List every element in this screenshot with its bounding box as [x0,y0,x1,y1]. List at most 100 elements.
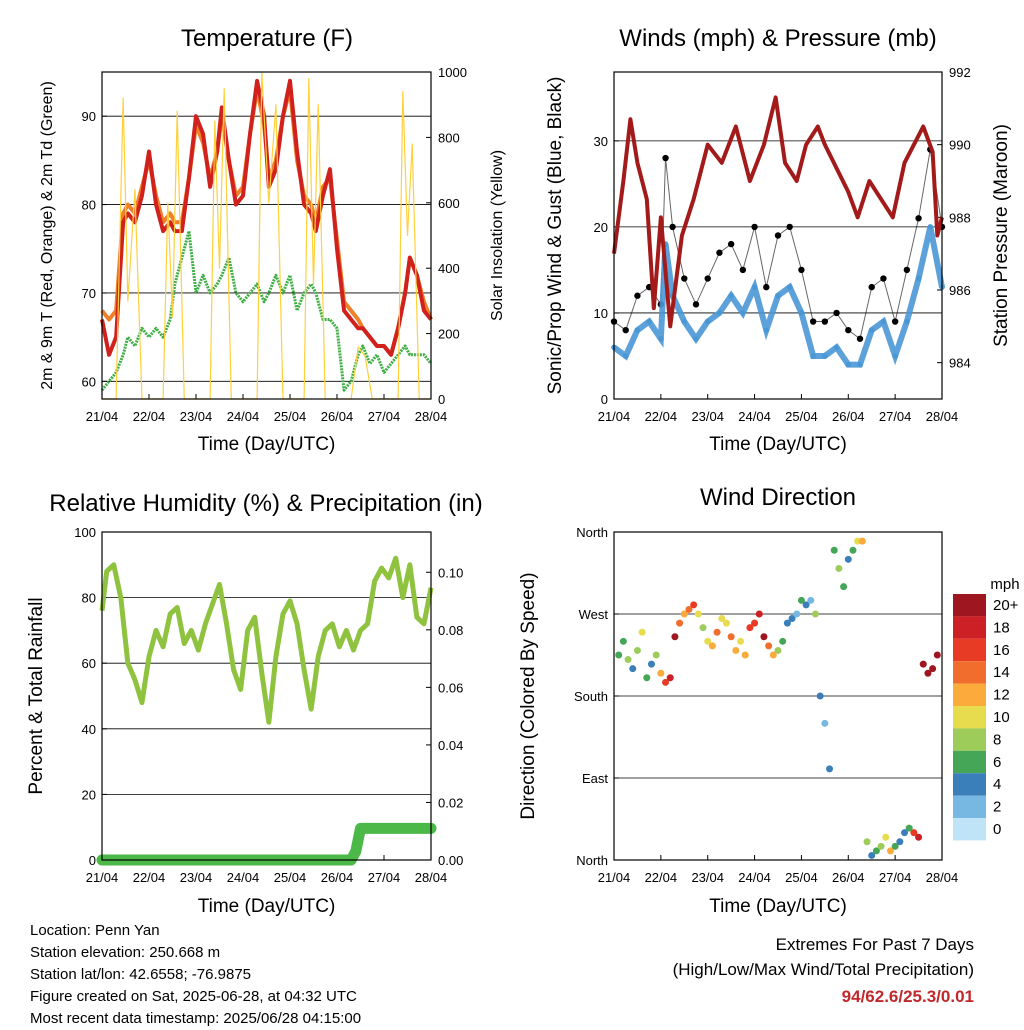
direction-point [769,651,777,659]
direction-point [699,624,707,632]
x-tick-label: 22/04 [645,409,678,424]
direction-point [868,851,876,859]
direction-point [708,642,716,650]
x-axis-label: Time (Day/UTC) [709,896,847,917]
legend-swatch [953,728,986,751]
x-tick-label: 28/04 [415,870,448,885]
direction-point [788,615,796,623]
extremes-values: 94/62.6/25.3/0.01 [841,987,974,1006]
legend-label: 8 [993,731,1001,748]
station-latlon: Station lat/lon: 42.6558; -76.9875 [30,966,252,983]
speed-legend: mph 20+ 18 16 14 12 10 8 6 4 2 0 [953,576,1020,841]
y-tick-label: South [574,689,608,704]
y-tick-label-right: 400 [438,261,460,276]
y-tick-label: North [576,853,608,868]
x-axis-label: Time (Day/UTC) [198,434,336,455]
station-elevation: Station elevation: 250.668 m [30,944,221,961]
legend-swatch [953,683,986,706]
x-tick-label: 27/04 [368,870,401,885]
direction-point [615,651,623,659]
x-tick-label: 28/04 [926,409,959,424]
y-tick-label-right: 988 [949,210,971,225]
y-tick-label: 40 [82,722,96,737]
x-axis-label: Time (Day/UTC) [198,896,336,917]
direction-point [919,660,927,668]
x-tick-label: 26/04 [321,409,354,424]
y-tick-label: 10 [594,306,608,321]
y-tick-label: 30 [594,134,608,149]
direction-point [690,601,698,609]
x-tick-label: 24/04 [227,409,260,424]
direction-point [713,628,721,636]
direction-point [741,651,749,659]
plot-frame [101,531,432,861]
series-line-4 [102,71,431,400]
y-axis-label: 2m & 9m T (Red, Orange) & 2m Td (Green) [39,81,56,390]
direction-point [891,842,899,850]
y-tick-label: 80 [82,198,96,213]
y-tick-label-right: 986 [949,283,971,298]
y-axis-label-right: Station Pressure (Maroon) [991,124,1012,347]
x-tick-label: 25/04 [274,409,307,424]
direction-point [797,596,805,604]
y-axis-label: Direction (Colored By Speed) [518,572,539,819]
y-tick-label-right: 0 [438,392,445,407]
direction-point [816,692,824,700]
direction-point [680,610,688,618]
direction-point [722,619,730,627]
y-tick-label-right: 984 [949,356,971,371]
direction-point [896,838,904,846]
direction-point [676,619,684,627]
y-tick-label: West [579,607,609,622]
direction-point [643,674,651,682]
direction-point [779,637,787,645]
plot-frame [613,531,943,861]
x-tick-label: 24/04 [227,870,260,885]
direction-point [624,656,632,664]
y-tick-label: East [582,771,608,786]
legend-swatch [953,661,986,684]
direction-point [666,674,674,682]
legend-swatch [953,818,986,841]
x-tick-label: 22/04 [133,409,166,424]
direction-point [886,847,894,855]
x-tick-label: 22/04 [133,870,166,885]
legend-swatch [953,638,986,662]
direction-point [704,637,712,645]
direction-point [844,555,852,563]
x-tick-label: 21/04 [86,409,119,424]
legend-label: 18 [993,619,1010,636]
direction-point [718,615,726,623]
series-line-2 [100,78,433,357]
direction-point [751,619,759,627]
y-tick-label: 0 [601,392,608,407]
direction-point [811,610,819,618]
direction-point [901,829,909,837]
direction-point [671,633,679,641]
legend-swatch [953,616,986,639]
x-tick-label: 27/04 [879,409,912,424]
figure-created: Figure created on Sat, 2025-06-28, at 04… [30,988,357,1005]
y-tick-label: 80 [82,591,96,606]
direction-point [652,651,660,659]
direction-point [638,628,646,636]
legend-label: 12 [993,687,1010,704]
direction-point [694,610,702,618]
extremes-title: Extremes For Past 7 Days [775,935,974,954]
y-tick-label: 60 [82,656,96,671]
chart-title: Winds (mph) & Pressure (mb) [619,25,936,52]
x-tick-label: 24/04 [738,409,771,424]
y-tick-label-right: 990 [949,138,971,153]
legend-label: 4 [993,776,1001,793]
legend-label: 0 [993,821,1001,838]
y-tick-label-right: 992 [949,65,971,80]
station-info: Location: Penn Yan Station elevation: 25… [30,920,361,1030]
direction-point [647,660,655,668]
series-line-3 [100,229,433,392]
direction-point [905,824,913,832]
legend-swatch [953,795,986,818]
direction-point [863,838,871,846]
direction-point [633,646,641,654]
y-tick-label-right: 0.08 [438,623,463,638]
